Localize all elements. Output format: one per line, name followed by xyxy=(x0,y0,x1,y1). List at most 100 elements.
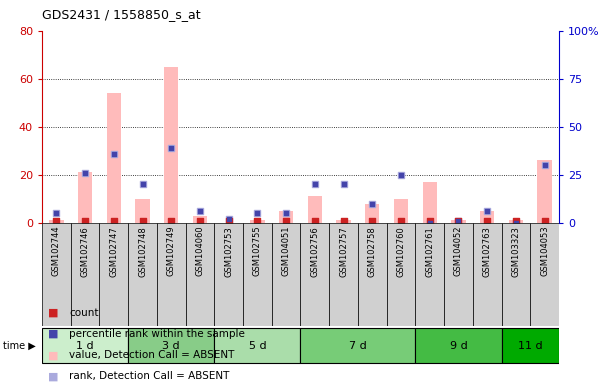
FancyBboxPatch shape xyxy=(42,328,128,363)
Text: ■: ■ xyxy=(48,371,58,381)
Text: GSM102744: GSM102744 xyxy=(52,226,61,276)
Text: GSM102748: GSM102748 xyxy=(138,226,147,276)
Point xyxy=(310,218,320,224)
Bar xyxy=(337,220,351,223)
Text: GSM102760: GSM102760 xyxy=(397,226,406,276)
Point xyxy=(195,208,205,214)
Bar xyxy=(423,182,437,223)
Bar xyxy=(537,161,552,223)
Text: GSM102756: GSM102756 xyxy=(310,226,319,276)
Point xyxy=(367,218,377,224)
Point xyxy=(52,218,61,224)
FancyBboxPatch shape xyxy=(157,223,186,326)
Point xyxy=(540,162,549,168)
Bar xyxy=(49,220,64,223)
Point xyxy=(224,216,234,222)
Text: 3 d: 3 d xyxy=(162,341,180,351)
Point xyxy=(138,218,147,224)
FancyBboxPatch shape xyxy=(215,223,243,326)
Text: count: count xyxy=(69,308,99,318)
Point xyxy=(339,181,349,187)
Text: time ▶: time ▶ xyxy=(3,341,35,351)
FancyBboxPatch shape xyxy=(386,223,415,326)
FancyBboxPatch shape xyxy=(71,223,100,326)
FancyBboxPatch shape xyxy=(128,328,215,363)
Text: ■: ■ xyxy=(48,350,58,360)
Text: 9 d: 9 d xyxy=(450,341,468,351)
FancyBboxPatch shape xyxy=(415,328,501,363)
Point xyxy=(138,181,147,187)
Bar xyxy=(365,204,379,223)
Point xyxy=(396,172,406,178)
Point xyxy=(166,218,176,224)
Point xyxy=(281,218,291,224)
Text: 1 d: 1 d xyxy=(76,341,94,351)
Text: GSM102747: GSM102747 xyxy=(109,226,118,276)
Bar xyxy=(164,67,178,223)
Bar xyxy=(451,220,466,223)
Text: 5 d: 5 d xyxy=(249,341,266,351)
Point xyxy=(166,145,176,151)
Bar xyxy=(508,220,523,223)
Point xyxy=(195,208,205,214)
Bar xyxy=(193,215,207,223)
Text: GSM104051: GSM104051 xyxy=(282,226,291,276)
FancyBboxPatch shape xyxy=(300,223,329,326)
Text: GSM102757: GSM102757 xyxy=(339,226,348,276)
Bar xyxy=(135,199,150,223)
Bar xyxy=(250,220,264,223)
Point xyxy=(224,216,234,222)
Bar xyxy=(279,211,293,223)
Point xyxy=(425,220,435,226)
Point xyxy=(166,145,176,151)
Point xyxy=(81,170,90,176)
Text: 7 d: 7 d xyxy=(349,341,367,351)
Point xyxy=(511,220,520,226)
FancyBboxPatch shape xyxy=(473,223,501,326)
FancyBboxPatch shape xyxy=(501,328,559,363)
FancyBboxPatch shape xyxy=(243,223,272,326)
FancyBboxPatch shape xyxy=(215,328,300,363)
FancyBboxPatch shape xyxy=(128,223,157,326)
Text: percentile rank within the sample: percentile rank within the sample xyxy=(69,329,245,339)
Point xyxy=(109,218,118,224)
Point xyxy=(252,218,262,224)
Point xyxy=(367,200,377,207)
FancyBboxPatch shape xyxy=(530,223,559,326)
FancyBboxPatch shape xyxy=(329,223,358,326)
Text: rank, Detection Call = ABSENT: rank, Detection Call = ABSENT xyxy=(69,371,230,381)
Point xyxy=(310,181,320,187)
FancyBboxPatch shape xyxy=(100,223,128,326)
Point xyxy=(109,151,118,157)
Point xyxy=(52,210,61,216)
Point xyxy=(281,210,291,216)
Text: GSM102761: GSM102761 xyxy=(426,226,434,276)
Point xyxy=(396,218,406,224)
Text: GSM102758: GSM102758 xyxy=(368,226,377,276)
Point xyxy=(425,220,435,226)
Text: GSM104052: GSM104052 xyxy=(454,226,463,276)
Point xyxy=(138,181,147,187)
Bar xyxy=(394,199,408,223)
Point xyxy=(281,210,291,216)
Point xyxy=(339,218,349,224)
Point xyxy=(310,181,320,187)
Text: GSM102753: GSM102753 xyxy=(224,226,233,276)
Point xyxy=(454,218,463,224)
Point xyxy=(540,218,549,224)
Point xyxy=(483,208,492,214)
Point xyxy=(52,210,61,216)
Point xyxy=(483,218,492,224)
Text: GSM102746: GSM102746 xyxy=(81,226,90,276)
Point xyxy=(252,210,262,216)
Point xyxy=(540,162,549,168)
Text: GSM102755: GSM102755 xyxy=(253,226,262,276)
Point xyxy=(483,208,492,214)
Point xyxy=(224,218,234,224)
Text: GSM103323: GSM103323 xyxy=(511,226,520,277)
Point xyxy=(511,218,520,224)
FancyBboxPatch shape xyxy=(300,328,415,363)
Text: ■: ■ xyxy=(48,308,58,318)
Bar xyxy=(78,172,93,223)
FancyBboxPatch shape xyxy=(42,223,71,326)
